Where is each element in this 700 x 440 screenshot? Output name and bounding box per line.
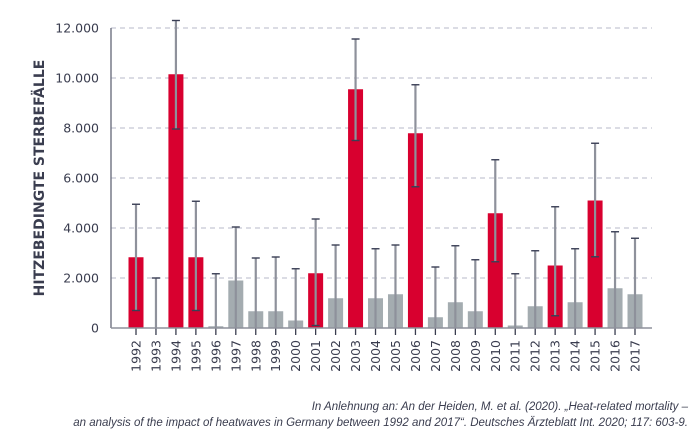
bar-2010: [487, 213, 503, 328]
y-tick-label: 2.000: [63, 271, 99, 286]
x-tick-label: 1994: [168, 340, 183, 372]
y-tick-label: 10.000: [55, 71, 99, 86]
y-axis-title: HITZEBEDINGTE STERBEFÄLLE: [31, 60, 48, 297]
x-tick-label: 2014: [568, 340, 583, 372]
x-tick-label: 1997: [228, 340, 243, 372]
x-tick-label: 1998: [248, 340, 263, 372]
x-tick-label: 2007: [428, 340, 443, 372]
y-tick-label: 8.000: [63, 121, 99, 136]
source-caption-line-2: an analysis of the impact of heatwaves i…: [73, 417, 688, 429]
x-tick-label: 1996: [208, 340, 223, 372]
x-tick-label: 2001: [308, 340, 323, 372]
bar-2006: [407, 133, 423, 328]
y-tick-label: 4.000: [63, 221, 99, 236]
x-tick-label: 2004: [368, 340, 383, 372]
x-tick-label: 1992: [129, 340, 144, 372]
bar-2015: [587, 200, 603, 328]
y-tick-labels: 0 2.000 4.000 6.000 8.000 10.000 12.000: [55, 21, 99, 336]
x-tick-label: 2015: [588, 340, 603, 372]
y-tick-label: 0: [91, 321, 99, 336]
error-bars: [132, 19, 639, 328]
y-tick-label: 6.000: [63, 171, 99, 186]
bars: [128, 74, 643, 328]
x-tick-label: 2011: [508, 340, 523, 372]
x-tick-label: 1995: [188, 340, 203, 372]
x-tick-label: 2009: [468, 340, 483, 372]
x-tick-label: 2000: [288, 340, 303, 372]
bar-1994: [168, 74, 184, 328]
x-tick-label: 2008: [448, 340, 463, 372]
x-tick-label: 1999: [268, 340, 283, 372]
x-tick-label: 2006: [408, 340, 423, 372]
axes: [110, 28, 652, 335]
source-caption-line-1: In Anlehnung an: An der Heiden, M. et al…: [311, 401, 688, 413]
x-tick-label: 2003: [348, 340, 363, 372]
x-tick-label: 2002: [328, 340, 343, 372]
x-tick-label: 2012: [528, 340, 543, 372]
gridlines: [111, 27, 652, 279]
x-tick-label: 1993: [148, 340, 163, 372]
x-tick-label: 2005: [388, 340, 403, 372]
x-tick-labels: 1992 1993 1994 1995 1996 1997 1998 1999 2000 2001…: [129, 340, 643, 372]
x-tick-label: 2013: [548, 340, 563, 372]
bar-2003: [348, 89, 364, 328]
x-tick-label: 2010: [488, 340, 503, 372]
y-tick-label: 12.000: [55, 21, 99, 36]
x-tick-label: 2017: [628, 340, 643, 372]
x-tick-label: 2016: [608, 340, 623, 372]
